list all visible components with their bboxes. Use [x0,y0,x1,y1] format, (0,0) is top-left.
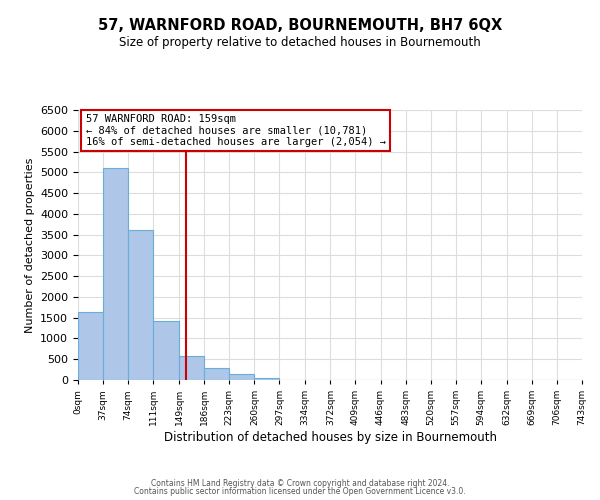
Bar [204,368,229,380]
Text: Size of property relative to detached houses in Bournemouth: Size of property relative to detached ho… [119,36,481,49]
Text: Contains public sector information licensed under the Open Government Licence v3: Contains public sector information licen… [134,487,466,496]
Bar [179,356,204,380]
Bar [128,230,153,380]
Bar [103,168,128,380]
X-axis label: Distribution of detached houses by size in Bournemouth: Distribution of detached houses by size … [163,431,497,444]
Text: 57 WARNFORD ROAD: 159sqm
← 84% of detached houses are smaller (10,781)
16% of se: 57 WARNFORD ROAD: 159sqm ← 84% of detach… [86,114,386,147]
Text: 57, WARNFORD ROAD, BOURNEMOUTH, BH7 6QX: 57, WARNFORD ROAD, BOURNEMOUTH, BH7 6QX [98,18,502,32]
Y-axis label: Number of detached properties: Number of detached properties [25,158,35,332]
Bar [78,312,103,380]
Bar [153,320,179,380]
Bar [229,374,254,380]
Text: Contains HM Land Registry data © Crown copyright and database right 2024.: Contains HM Land Registry data © Crown c… [151,478,449,488]
Bar [254,378,280,380]
